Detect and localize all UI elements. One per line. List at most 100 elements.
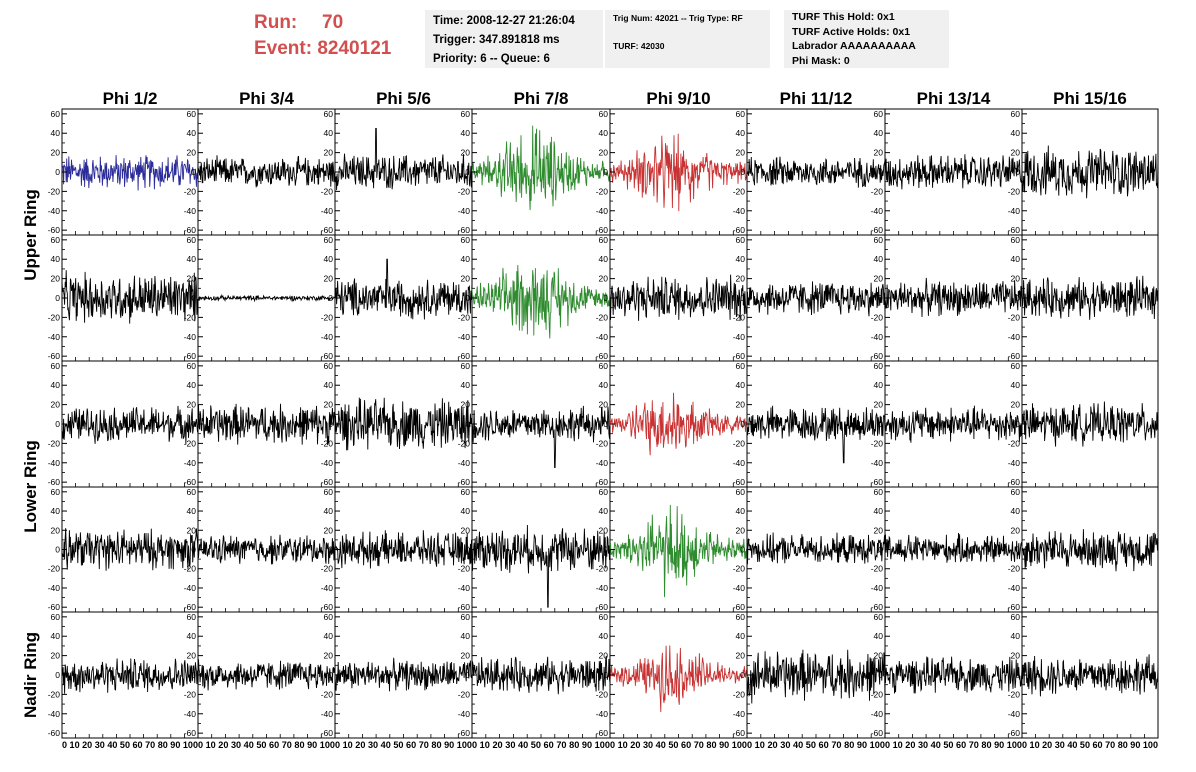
waveform-trace [609, 274, 748, 321]
waveform-trace [1021, 145, 1159, 199]
y-tick-label: -60 [48, 728, 61, 738]
y-tick-label: 20 [736, 148, 746, 158]
waveform-trace [61, 405, 199, 445]
y-tick-label: -60 [184, 225, 197, 235]
y-tick-label: 20 [874, 148, 884, 158]
y-tick-label: -40 [184, 206, 197, 216]
y-tick-label: 20 [874, 525, 884, 535]
y-tick-label: 0 [740, 545, 745, 555]
y-tick-label: 20 [599, 274, 609, 284]
y-tick-label: -20 [321, 186, 334, 196]
y-tick-label: -20 [184, 186, 197, 196]
y-tick-label: -40 [184, 458, 197, 468]
y-tick-label: 20 [736, 274, 746, 284]
y-tick-label: 20 [1011, 651, 1021, 661]
y-tick-label: -40 [458, 332, 471, 342]
y-tick-label: -40 [733, 206, 746, 216]
y-tick-label: -20 [1008, 312, 1021, 322]
y-tick-label: -20 [596, 438, 609, 448]
waveform-trace [884, 656, 1023, 694]
y-tick-label: -20 [871, 312, 884, 322]
waveform-trace [334, 258, 473, 320]
y-tick-label: -60 [321, 351, 334, 361]
waveform-trace [746, 156, 886, 188]
y-tick-label: -60 [321, 602, 334, 612]
y-tick-label: -40 [48, 583, 61, 593]
waveform-trace [197, 155, 336, 188]
y-tick-label: -20 [1008, 564, 1021, 574]
y-tick-label: -40 [321, 458, 334, 468]
y-tick-label: -20 [871, 438, 884, 448]
y-tick-label: 0 [465, 670, 470, 680]
y-tick-label: 60 [1011, 361, 1021, 371]
y-tick-label: 0 [1015, 419, 1020, 429]
x-tick-label: 0 10 20 30 40 50 60 70 80 90 100 [747, 740, 885, 751]
waveform-trace [334, 127, 473, 191]
y-tick-label: 0 [191, 293, 196, 303]
y-tick-label: -60 [1008, 477, 1021, 487]
y-tick-label: -20 [1008, 186, 1021, 196]
y-tick-label: 20 [187, 651, 197, 661]
y-tick-label: 40 [874, 506, 884, 516]
y-tick-label: -60 [1008, 728, 1021, 738]
waveform-trace [609, 392, 748, 456]
y-tick-label: 40 [324, 128, 334, 138]
y-tick-label: -20 [48, 564, 61, 574]
y-tick-label: 20 [461, 525, 471, 535]
y-tick-label: -20 [48, 689, 61, 699]
y-tick-label: -20 [48, 438, 61, 448]
waveform-trace [61, 528, 199, 571]
y-tick-label: 60 [461, 612, 471, 622]
waveform-trace [746, 405, 886, 464]
y-tick-label: 60 [874, 235, 884, 245]
y-tick-label: 0 [1015, 545, 1020, 555]
y-tick-label: 60 [1011, 109, 1021, 119]
turf-active-line: TURF Active Holds: 0x1 [792, 25, 911, 38]
y-tick-label: 60 [599, 612, 609, 622]
x-tick-label: 0 10 20 30 40 50 60 70 80 90 100 [1022, 740, 1158, 751]
y-tick-label: -40 [458, 583, 471, 593]
turf-line: TURF: 42030 [613, 41, 665, 51]
x-tick-label: 0 10 20 30 40 50 60 70 80 90 100 [885, 740, 1022, 751]
y-tick-label: -60 [458, 225, 471, 235]
y-tick-label: -60 [1008, 602, 1021, 612]
y-tick-label: 60 [187, 109, 197, 119]
y-tick-label: -20 [871, 186, 884, 196]
y-tick-label: 40 [874, 128, 884, 138]
y-tick-label: 60 [461, 361, 471, 371]
y-tick-label: -20 [321, 312, 334, 322]
column-title: Phi 5/6 [376, 89, 431, 108]
y-tick-label: -20 [1008, 689, 1021, 699]
y-tick-label: 20 [736, 651, 746, 661]
y-tick-label: -40 [596, 709, 609, 719]
y-tick-label: 40 [51, 254, 61, 264]
y-tick-label: 40 [187, 128, 197, 138]
y-tick-label: 60 [874, 612, 884, 622]
y-tick-label: 40 [187, 254, 197, 264]
y-tick-label: -40 [321, 583, 334, 593]
y-tick-label: -60 [1008, 351, 1021, 361]
phi-mask-line: Phi Mask: 0 [792, 54, 850, 67]
y-tick-label: -20 [184, 689, 197, 699]
y-tick-label: -40 [733, 583, 746, 593]
y-tick-label: 0 [603, 293, 608, 303]
column-title: Phi 9/10 [646, 89, 710, 108]
y-tick-label: 0 [328, 419, 333, 429]
y-tick-label: -40 [1008, 709, 1021, 719]
waveform-trace [1021, 401, 1159, 447]
y-tick-label: 60 [599, 109, 609, 119]
waveform-trace [471, 125, 611, 211]
y-tick-label: -60 [871, 477, 884, 487]
run-value: 70 [322, 12, 344, 33]
y-tick-label: -40 [458, 206, 471, 216]
y-tick-label: 20 [51, 525, 61, 535]
waveform-trace [1021, 529, 1159, 572]
y-tick-label: -20 [596, 312, 609, 322]
y-tick-label: 60 [51, 235, 61, 245]
y-tick-label: -60 [458, 728, 471, 738]
y-tick-label: -20 [871, 564, 884, 574]
y-tick-label: 0 [55, 167, 60, 177]
y-tick-label: 40 [1011, 631, 1021, 641]
waveform-trace [609, 504, 748, 598]
y-tick-label: 40 [1011, 254, 1021, 264]
